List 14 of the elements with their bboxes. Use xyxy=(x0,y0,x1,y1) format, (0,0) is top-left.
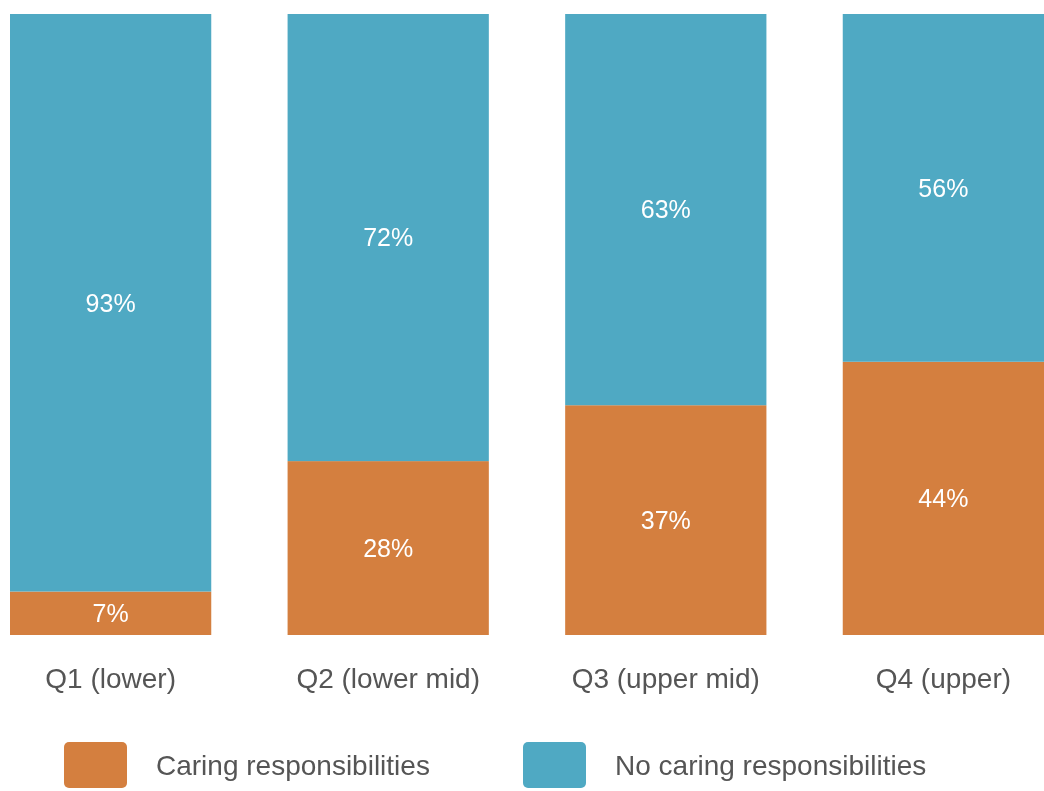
data-label: 28% xyxy=(363,533,414,562)
data-label: 44% xyxy=(918,484,969,513)
legend-label: No caring responsibilities xyxy=(615,749,927,781)
x-tick-label: Q1 (lower) xyxy=(45,663,176,694)
data-label: 56% xyxy=(918,173,969,202)
x-tick-label: Q4 (upper) xyxy=(875,663,1012,694)
data-label: 93% xyxy=(85,288,136,317)
legend-label: Caring responsibilities xyxy=(156,749,430,781)
data-label: 63% xyxy=(640,195,691,224)
data-label: 72% xyxy=(363,223,414,252)
data-label: 37% xyxy=(640,505,691,534)
data-label: 7% xyxy=(92,599,129,628)
x-tick-label: Q3 (upper mid) xyxy=(571,663,760,694)
x-tick-label: Q2 (lower mid) xyxy=(296,663,480,694)
